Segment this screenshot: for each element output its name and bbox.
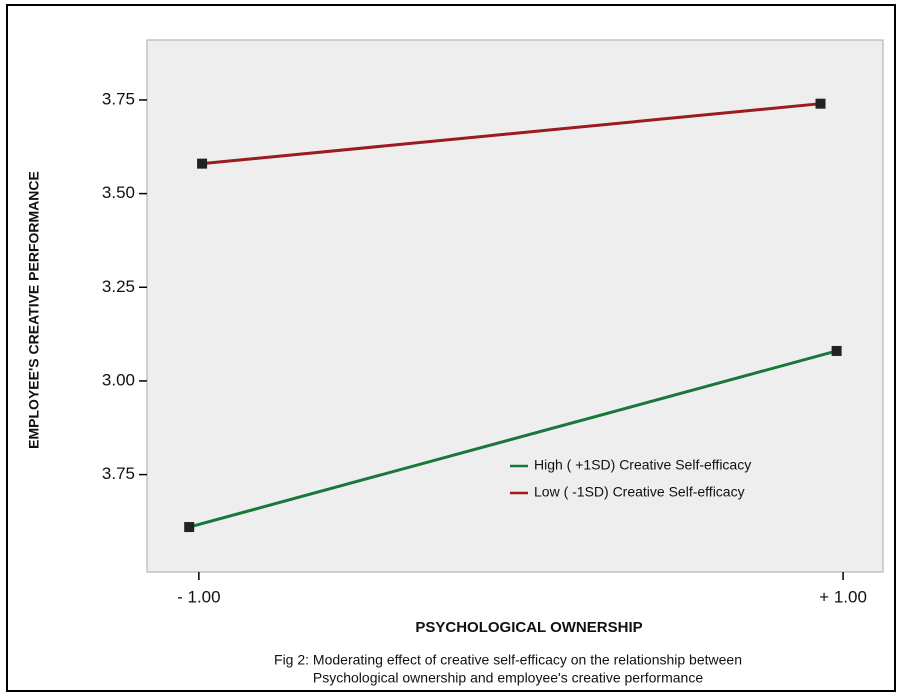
legend-label: Low ( -1SD) Creative Self-efficacy (534, 484, 745, 500)
data-point (815, 98, 826, 109)
legend-label: High ( +1SD) Creative Self-efficacy (534, 457, 751, 473)
data-point (831, 345, 842, 356)
x-axis-label: PSYCHOLOGICAL OWNERSHIP (415, 619, 642, 636)
y-tick-label: 3.50 (102, 183, 135, 202)
series-line (188, 349, 838, 529)
x-tick-label: - 1.00 (177, 587, 220, 606)
caption-line: Fig 2: Moderating effect of creative sel… (274, 652, 742, 668)
data-point (197, 158, 208, 169)
y-axis-label: EMPLOYEE'S CREATIVE PERFORMANCE (26, 171, 42, 449)
series-line (201, 102, 821, 166)
caption-line: Psychological ownership and employee's c… (313, 670, 703, 686)
plot-area (146, 39, 884, 573)
y-tick-label: 3.75 (102, 89, 135, 108)
y-tick-label: 3.25 (102, 277, 135, 296)
frame (6, 4, 896, 692)
data-point (184, 522, 195, 533)
y-tick-label: 3.75 (102, 464, 135, 483)
x-tick-label: + 1.00 (819, 587, 867, 606)
y-tick-label: 3.00 (102, 370, 135, 389)
